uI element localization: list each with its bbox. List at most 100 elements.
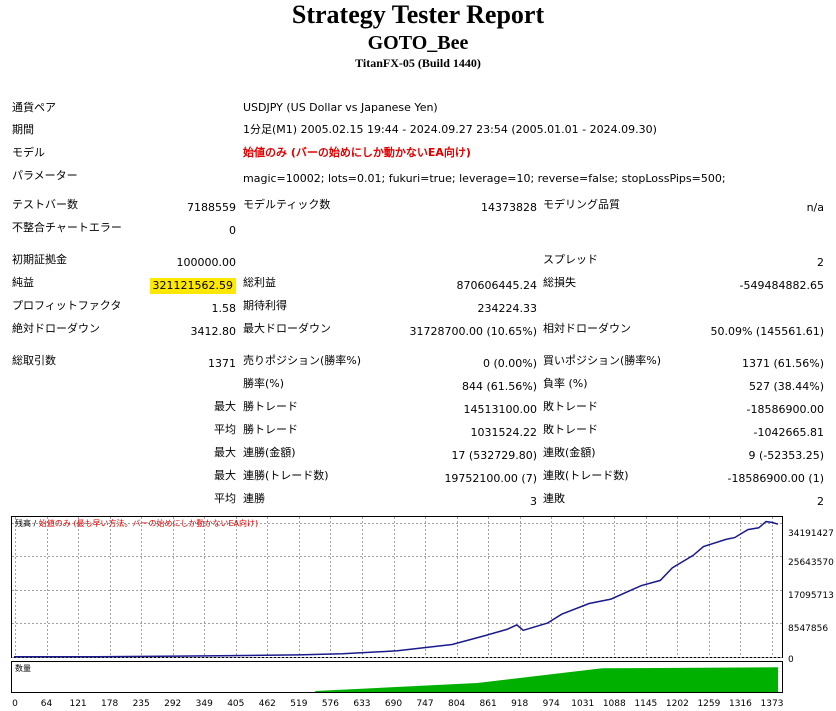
x-tick-label: 1145 — [634, 699, 658, 709]
net-profit-label: 純益 — [12, 276, 34, 289]
chart-grid — [12, 517, 782, 658]
largest-word: 最大 — [214, 400, 236, 413]
x-tick-label: 804 — [447, 699, 466, 709]
x-tick-label: 974 — [542, 699, 560, 709]
y-tick-label: 25643570 — [788, 558, 834, 568]
period-value: 1分足(M1) 2005.02.15 19:44 - 2024.09.27 23… — [243, 123, 657, 136]
net-profit-highlight: 321121562.59 — [149, 278, 236, 294]
model-label: モデル — [12, 146, 45, 159]
volume-label: 数量 — [15, 663, 31, 673]
legend-mode: 始値のみ (最も早い方法。バーの始めにしか動かないEA向け) — [39, 518, 258, 528]
balance-chart-svg: 残高 / 始値のみ (最も早い方法。バーの始めにしか動かないEA向け) 数量 — [11, 516, 783, 693]
short-positions-value: 0 (0.00%) — [482, 357, 537, 370]
largest-loss-value: -18586900.00 — [746, 403, 824, 416]
largest-word-2: 最大 — [214, 446, 236, 459]
max-consec-wins-value: 17 (532729.80) — [451, 449, 537, 462]
mismatch-label: 不整合チャートエラー — [12, 221, 122, 234]
total-trades-value: 1371 — [208, 357, 236, 370]
spread-label: スプレッド — [543, 253, 598, 266]
volume-area — [315, 667, 778, 692]
x-tick-label: 1373 — [760, 699, 784, 709]
y-tick-label: 34191427 — [788, 529, 834, 539]
y-tick-label: 0 — [788, 655, 794, 665]
x-tick-label: 349 — [195, 699, 213, 709]
max-consec-profit-value: 19752100.00 (7) — [444, 472, 537, 485]
loss-rate-label: 負率 (%) — [543, 377, 588, 390]
abs-drawdown-value: 3412.80 — [190, 325, 237, 338]
average-word-2: 平均 — [214, 492, 236, 505]
x-tick-label: 1031 — [571, 699, 595, 709]
chart-legend: 残高 / 始値のみ (最も早い方法。バーの始めにしか動かないEA向け) — [15, 518, 258, 528]
long-positions-value: 1371 (61.56%) — [741, 357, 824, 370]
ticks-value: 14373828 — [481, 201, 537, 214]
x-tick-label: 405 — [227, 699, 245, 709]
max-consec-loss-value: -18586900.00 (1) — [727, 472, 824, 485]
deposit-label: 初期証拠金 — [12, 253, 67, 266]
gross-profit-label: 総利益 — [243, 276, 276, 289]
x-tick-label: 462 — [258, 699, 276, 709]
expected-payoff-label: 期待利得 — [243, 299, 287, 312]
loss-rate-value: 527 (38.44%) — [748, 380, 824, 393]
avg-loss-value: -1042665.81 — [753, 426, 824, 439]
x-tick-label: 1316 — [729, 699, 752, 709]
avg-consec-wins-value: 3 — [530, 495, 537, 508]
x-tick-label: 1088 — [602, 699, 626, 709]
rel-drawdown-value: 50.09% (145561.61) — [710, 325, 824, 338]
avg-win-label: 勝トレード — [243, 423, 298, 436]
quality-label: モデリング品質 — [543, 198, 620, 211]
avg-win-value: 1031524.22 — [470, 426, 537, 439]
balance-panel-frame — [11, 516, 783, 658]
max-consec-wins-label: 連勝(金額) — [243, 446, 296, 459]
gross-profit-value: 870606445.24 — [456, 279, 537, 292]
model-value: 始値のみ (バーの始めにしか動かないEA向け) — [243, 146, 471, 159]
x-tick-label: 576 — [321, 699, 339, 709]
max-drawdown-label: 最大ドローダウン — [243, 322, 331, 335]
build-info: TitanFX-05 (Build 1440) — [355, 56, 481, 70]
ea-name: GOTO_Bee — [367, 32, 469, 54]
avg-consec-losses-label: 連敗 — [543, 492, 565, 505]
largest-win-value: 14513100.00 — [463, 403, 537, 416]
profit-factor-value: 1.58 — [211, 302, 237, 315]
deposit-value: 100000.00 — [176, 256, 237, 269]
largest-word-3: 最大 — [214, 469, 236, 482]
avg-consec-wins-label: 連勝 — [243, 492, 265, 505]
balance-chart: 残高 / 始値のみ (最も早い方法。バーの始めにしか動かないEA向け) 数量 — [11, 516, 783, 694]
max-consec-losses-value: 9 (-52353.25) — [748, 449, 824, 462]
long-positions-label: 買いポジション(勝率%) — [543, 354, 662, 367]
largest-loss-label: 敗トレード — [543, 400, 598, 413]
params-label: パラメーター — [12, 169, 78, 182]
gross-loss-value: -549484882.65 — [739, 279, 824, 292]
x-tick-label: 918 — [511, 699, 529, 709]
rel-drawdown-label: 相対ドローダウン — [543, 322, 631, 335]
max-consec-loss-label: 連敗(トレード数) — [543, 469, 629, 482]
max-consec-losses-label: 連敗(金額) — [543, 446, 596, 459]
max-consec-profit-label: 連勝(トレード数) — [243, 469, 329, 482]
max-drawdown-value: 31728700.00 (10.65%) — [409, 325, 537, 338]
win-rate-value: 844 (61.56%) — [461, 380, 537, 393]
x-tick-label: 235 — [132, 699, 150, 709]
y-tick-label: 17095713 — [788, 591, 834, 601]
spread-value: 2 — [817, 256, 824, 269]
symbol-label: 通貨ペア — [12, 101, 56, 114]
legend-prefix: 残高 / — [15, 518, 39, 528]
win-rate-label: 勝率(%) — [243, 377, 285, 390]
bars-label: テストバー数 — [12, 198, 78, 211]
short-positions-label: 売りポジション(勝率%) — [243, 354, 362, 367]
gross-loss-label: 総損失 — [543, 276, 576, 289]
x-tick-label: 747 — [416, 699, 434, 709]
x-tick-label: 1202 — [665, 699, 689, 709]
x-tick-label: 633 — [353, 699, 371, 709]
x-tick-label: 0 — [12, 699, 18, 709]
x-tick-label: 121 — [69, 699, 87, 709]
net-profit-value: 321121562.59 — [149, 278, 236, 294]
volume-fill — [315, 667, 778, 692]
profit-factor-label: プロフィットファクタ — [12, 299, 122, 312]
x-tick-label: 1259 — [697, 699, 721, 709]
y-tick-label: 8547856 — [788, 624, 829, 634]
largest-win-label: 勝トレード — [243, 400, 298, 413]
total-trades-label: 総取引数 — [12, 354, 56, 367]
x-tick-label: 690 — [384, 699, 403, 709]
abs-drawdown-label: 絶対ドローダウン — [12, 322, 100, 335]
x-tick-label: 292 — [164, 699, 182, 709]
average-word: 平均 — [214, 423, 236, 436]
